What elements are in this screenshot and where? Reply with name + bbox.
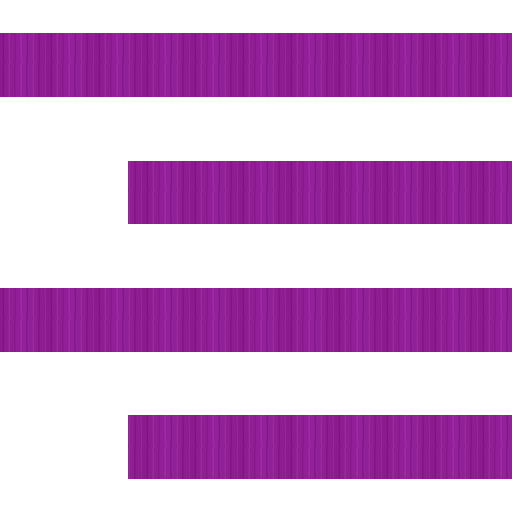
align-line-2 [128,161,512,224]
align-line-4 [128,415,512,479]
align-line-3 [0,288,512,352]
align-line-1 [0,33,512,97]
